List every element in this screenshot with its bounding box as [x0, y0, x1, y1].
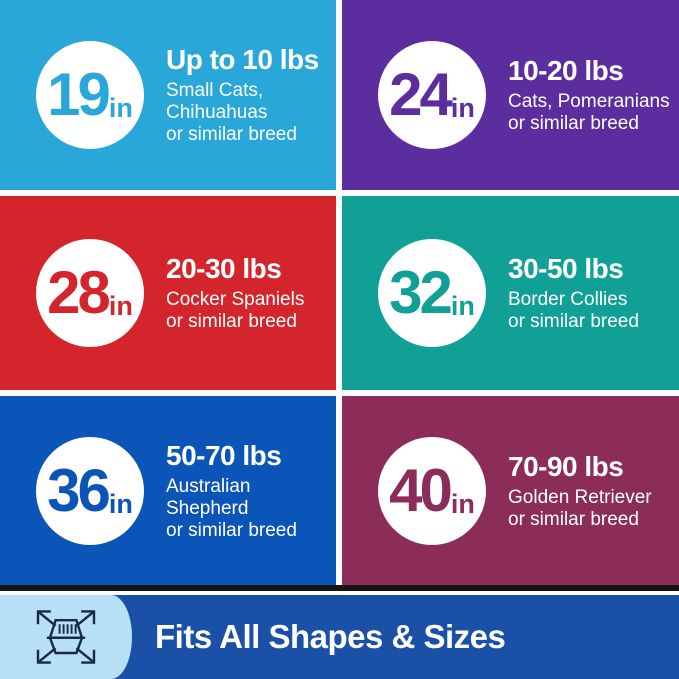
size-circle: 40 in — [378, 436, 486, 545]
size-number: 36 — [47, 456, 111, 524]
weight-range: 10-20 lbs — [508, 55, 624, 86]
footer-icon-panel — [0, 595, 132, 679]
breed-description: Small Cats, Chihuahuas or similar breed — [166, 80, 336, 146]
expandable-crate-icon — [36, 610, 96, 664]
size-unit: in — [108, 488, 133, 519]
panel-info: 20-30 lbs Cocker Spaniels or similar bre… — [166, 253, 304, 333]
weight-range: 70-90 lbs — [508, 450, 624, 482]
size-circle: 24 in — [378, 41, 486, 149]
size-panel-32in: 32 in 30-50 lbs Border Collies or simila… — [342, 196, 679, 390]
panel-info: 10-20 lbs Cats, Pomeranians or similar b… — [508, 55, 670, 135]
size-number: 40 — [389, 456, 453, 524]
size-circle: 36 in — [36, 436, 144, 545]
divider-gap — [0, 591, 679, 595]
breed-line-1: Small Cats, Chihuahuas — [166, 80, 268, 123]
size-unit: in — [450, 291, 475, 321]
footer-banner: Fits All Shapes & Sizes — [0, 595, 679, 679]
size-number: 19 — [47, 61, 111, 128]
footer-title: Fits All Shapes & Sizes — [155, 618, 506, 655]
size-panel-28in: 28 in 20-30 lbs Cocker Spaniels or simil… — [0, 196, 336, 390]
breed-description: Australian Shepherd or similar breed — [166, 476, 336, 542]
breed-line-2: or similar breed — [508, 113, 639, 134]
size-panel-36in: 36 in 50-70 lbs Australian Shepherd or s… — [0, 396, 336, 585]
breed-description: Cocker Spaniels or similar breed — [166, 289, 304, 333]
breed-line-2: or similar breed — [166, 124, 297, 145]
panel-info: 70-90 lbs Golden Retriever or similar br… — [508, 451, 652, 531]
size-panel-24in: 24 in 10-20 lbs Cats, Pomeranians or sim… — [342, 0, 679, 190]
breed-line-2: or similar breed — [508, 508, 639, 530]
breed-description: Golden Retriever or similar breed — [508, 487, 652, 531]
size-circle: 19 in — [36, 41, 144, 149]
breed-description: Border Collies or similar breed — [508, 289, 639, 333]
size-panel-40in: 40 in 70-90 lbs Golden Retriever or simi… — [342, 396, 679, 585]
breed-line-2: or similar breed — [166, 519, 297, 541]
size-unit: in — [450, 93, 475, 123]
size-unit: in — [108, 93, 133, 123]
breed-line-1: Golden Retriever — [508, 486, 652, 508]
size-number: 24 — [389, 61, 453, 128]
weight-range: 20-30 lbs — [166, 253, 282, 284]
panel-info: Up to 10 lbs Small Cats, Chihuahuas or s… — [166, 44, 336, 146]
weight-range: 30-50 lbs — [508, 253, 624, 284]
breed-line-1: Cocker Spaniels — [166, 289, 305, 310]
breed-description: Cats, Pomeranians or similar breed — [508, 91, 670, 135]
weight-range: Up to 10 lbs — [166, 44, 319, 75]
size-unit: in — [450, 488, 475, 519]
panel-info: 50-70 lbs Australian Shepherd or similar… — [166, 440, 336, 542]
size-number: 32 — [389, 259, 453, 326]
size-circle: 28 in — [36, 239, 144, 347]
size-unit: in — [108, 291, 133, 321]
weight-range: 50-70 lbs — [166, 439, 282, 471]
breed-line-2: or similar breed — [508, 311, 639, 332]
size-panel-19in: 19 in Up to 10 lbs Small Cats, Chihuahua… — [0, 0, 336, 190]
panel-info: 30-50 lbs Border Collies or similar bree… — [508, 253, 639, 333]
size-circle: 32 in — [378, 239, 486, 347]
breed-line-1: Cats, Pomeranians — [508, 91, 670, 112]
breed-line-1: Border Collies — [508, 289, 628, 310]
breed-line-1: Australian Shepherd — [166, 475, 251, 519]
size-grid: 19 in Up to 10 lbs Small Cats, Chihuahua… — [0, 0, 679, 585]
breed-line-2: or similar breed — [166, 311, 297, 332]
divider-line — [0, 585, 679, 591]
size-number: 28 — [47, 259, 111, 326]
